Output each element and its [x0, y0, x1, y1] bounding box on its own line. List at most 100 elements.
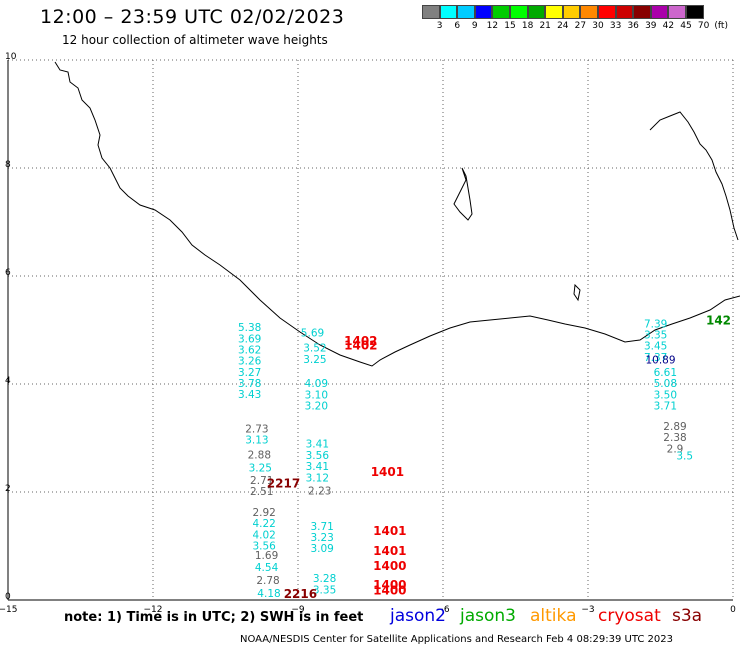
color-scale-cell — [685, 5, 704, 19]
axis-tick-labels: −15 −12 −9 −6 −3 0 0 2 4 6 8 10 — [0, 52, 736, 615]
color-scale-cell — [474, 5, 493, 19]
units-note: note: 1) Time is in UTC; 2) SWH is in fe… — [64, 610, 364, 625]
color-scale-cell — [597, 5, 616, 19]
wave-height-label: 3.35 — [644, 329, 667, 341]
wave-height-label: 3.52 — [303, 343, 326, 355]
legend-item-jason2: jason2 — [390, 606, 446, 626]
wave-height-label: 3.09 — [310, 543, 333, 555]
coastline-fragment-island — [453, 167, 473, 221]
time-label: 1400 — [373, 584, 406, 598]
wave-height-labels: 5.383.693.623.263.273.783.43 2.733.13 2.88… — [238, 318, 693, 599]
wave-height-label: 3.71 — [654, 400, 677, 412]
wave-height-label: 1.69 — [255, 550, 278, 562]
wave-height-label: 2.38 — [663, 432, 686, 444]
time-label: 2217 — [267, 477, 300, 491]
time-label: 1402 — [344, 334, 377, 348]
y-tick-label: 0 — [5, 592, 11, 602]
wave-height-label: 2.78 — [256, 575, 279, 587]
map-title: 12:00 – 23:59 UTC 02/02/2023 — [40, 6, 345, 28]
color-scale-labels: 3 6 9 12 15 18 21 24 27 30 33 36 39 42 45 70 (ft) — [422, 21, 740, 33]
wave-height-label: 2.23 — [308, 486, 331, 498]
wave-height-label: 3.71 — [310, 521, 333, 533]
color-scale-cell — [615, 5, 634, 19]
legend-item-jason3: jason3 — [460, 606, 516, 626]
wave-height-label: 7.39 — [644, 318, 667, 330]
wave-height-label: 2.92 — [252, 507, 275, 519]
wave-height-label: 3.35 — [313, 584, 336, 596]
map-frame — [7, 60, 733, 601]
wave-height-label: 2.88 — [248, 450, 271, 462]
color-scale-label: 18 — [521, 21, 534, 31]
map-grid — [7, 59, 734, 601]
color-scale-label: 30 — [592, 21, 604, 31]
wave-height-label: 3.50 — [654, 389, 677, 401]
wave-height-label: 3.41 — [306, 461, 329, 473]
y-tick-label: 8 — [5, 160, 11, 170]
wave-height-label: 4.09 — [305, 378, 328, 390]
wave-height-label: 3.26 — [238, 356, 262, 368]
color-scale-cell — [422, 5, 440, 19]
time-label: 1402 — [344, 338, 377, 352]
wave-height-label: 3.78 — [238, 378, 261, 390]
wave-height-label: 3.45 — [644, 341, 667, 353]
color-scale-label: 6 — [454, 21, 461, 31]
time-label: 2216 — [284, 587, 317, 601]
color-scale-label: 12 — [486, 21, 499, 31]
color-scale-label: 70 — [697, 21, 710, 31]
wave-height-label: 7.37 — [644, 352, 667, 364]
color-scale-label: 33 — [609, 21, 622, 31]
color-scale-bar — [422, 5, 704, 19]
y-tick-label: 2 — [5, 484, 11, 494]
color-scale-cell — [439, 5, 458, 19]
wave-height-label: 6.61 — [654, 367, 677, 379]
x-tick-label: −12 — [144, 605, 163, 615]
color-scale-cell — [650, 5, 669, 19]
color-scale-label: 15 — [504, 21, 516, 31]
color-scale-label: 39 — [645, 21, 657, 31]
credit-line: NOAA/NESDIS Center for Satellite Applica… — [240, 634, 673, 645]
time-label: 1400 — [373, 559, 406, 573]
wave-height-label: 3.20 — [305, 401, 328, 413]
color-scale-cell — [527, 5, 546, 19]
wave-height-label: 3.25 — [303, 354, 326, 366]
color-scale-label: (ft) — [714, 21, 728, 31]
color-scale-label: 42 — [662, 21, 675, 31]
wave-height-label: 3.23 — [310, 532, 333, 544]
coastline — [54, 61, 740, 367]
wave-height-label: 3.56 — [306, 450, 330, 462]
legend-item-cryosat: cryosat — [598, 606, 661, 626]
color-scale-cell — [580, 5, 598, 19]
wave-height-label: 4.54 — [255, 562, 279, 574]
time-label: 1401 — [373, 544, 406, 558]
y-tick-label: 4 — [5, 376, 11, 386]
wave-height-label: 5.69 — [301, 327, 324, 339]
color-scale-label: 3 — [436, 21, 443, 31]
color-scale-label: 36 — [627, 21, 639, 31]
time-label: 1400 — [373, 578, 406, 592]
coastline-fragment-small — [573, 283, 581, 302]
color-scale-cell — [562, 5, 581, 19]
wave-height-label: 4.22 — [252, 518, 275, 530]
coastline-main — [54, 61, 740, 367]
wave-height-label: 3.56 — [252, 540, 276, 552]
wave-height-label: 3.10 — [305, 389, 328, 401]
wave-height-label: 3.69 — [238, 333, 261, 345]
x-tick-label: −6 — [436, 605, 450, 615]
coastline-fragment-east — [649, 111, 739, 241]
wave-height-label: 3.62 — [238, 344, 261, 356]
wave-height-label: 10.89 — [645, 354, 675, 366]
x-tick-label: −9 — [291, 605, 305, 615]
color-scale-cell — [668, 5, 686, 19]
color-scale-label: 27 — [574, 21, 587, 31]
color-scale-cell — [545, 5, 563, 19]
wave-height-label: 3.12 — [306, 472, 329, 484]
wave-height-label: 2.71 — [250, 475, 273, 487]
wave-height-label: 3.43 — [238, 389, 261, 401]
wave-height-label: 5.08 — [654, 378, 677, 390]
color-scale-cell — [633, 5, 651, 19]
wave-height-label: 2.51 — [250, 486, 273, 498]
wave-height-label: 2.9 — [667, 443, 684, 455]
legend-item-s3a: s3a — [672, 606, 703, 626]
time-labels: 1402140214011401140114001400140022172216… — [267, 314, 731, 601]
